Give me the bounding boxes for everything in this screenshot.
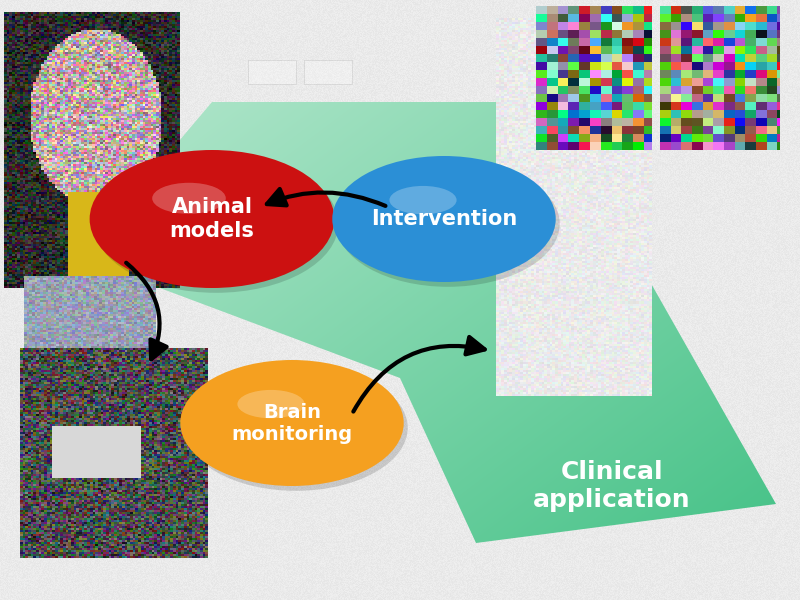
Text: Clinical
application: Clinical application [533, 460, 691, 512]
FancyBboxPatch shape [304, 60, 352, 84]
Text: Intervention: Intervention [371, 209, 517, 229]
FancyBboxPatch shape [248, 60, 296, 84]
Ellipse shape [390, 186, 457, 214]
Ellipse shape [238, 390, 305, 418]
FancyBboxPatch shape [264, 144, 312, 168]
Ellipse shape [152, 183, 226, 214]
Text: Animal
models: Animal models [170, 197, 254, 241]
Ellipse shape [90, 150, 334, 288]
FancyBboxPatch shape [320, 144, 368, 168]
Text: Brain
monitoring: Brain monitoring [231, 403, 353, 443]
FancyBboxPatch shape [240, 108, 384, 132]
Ellipse shape [336, 161, 560, 287]
Ellipse shape [184, 365, 408, 491]
Ellipse shape [332, 156, 556, 282]
Ellipse shape [94, 155, 338, 293]
Ellipse shape [180, 360, 404, 486]
